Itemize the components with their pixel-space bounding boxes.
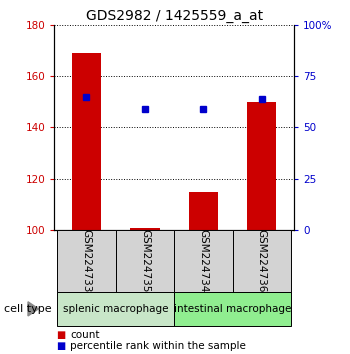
Text: GSM224736: GSM224736 (257, 229, 267, 293)
Text: GSM224733: GSM224733 (82, 229, 91, 293)
Bar (174, 292, 291, 326)
Bar (72, 53, 101, 230)
Text: intestinal macrophage: intestinal macrophage (174, 304, 291, 314)
Text: GSM224734: GSM224734 (198, 229, 208, 293)
Bar (174, 230, 233, 292)
Bar (130, 228, 160, 230)
Text: cell type: cell type (4, 304, 51, 314)
Text: count: count (70, 330, 99, 339)
Text: splenic macrophage: splenic macrophage (63, 304, 168, 314)
Bar (233, 230, 291, 292)
Text: GDS2982 / 1425559_a_at: GDS2982 / 1425559_a_at (86, 9, 264, 23)
Text: ■: ■ (56, 330, 65, 339)
Text: GSM224735: GSM224735 (140, 229, 150, 293)
Bar (247, 102, 276, 230)
Bar (57, 292, 174, 326)
Text: percentile rank within the sample: percentile rank within the sample (70, 341, 246, 351)
Text: ■: ■ (56, 341, 65, 351)
Bar (189, 192, 218, 230)
Bar (116, 230, 174, 292)
Bar (57, 230, 116, 292)
